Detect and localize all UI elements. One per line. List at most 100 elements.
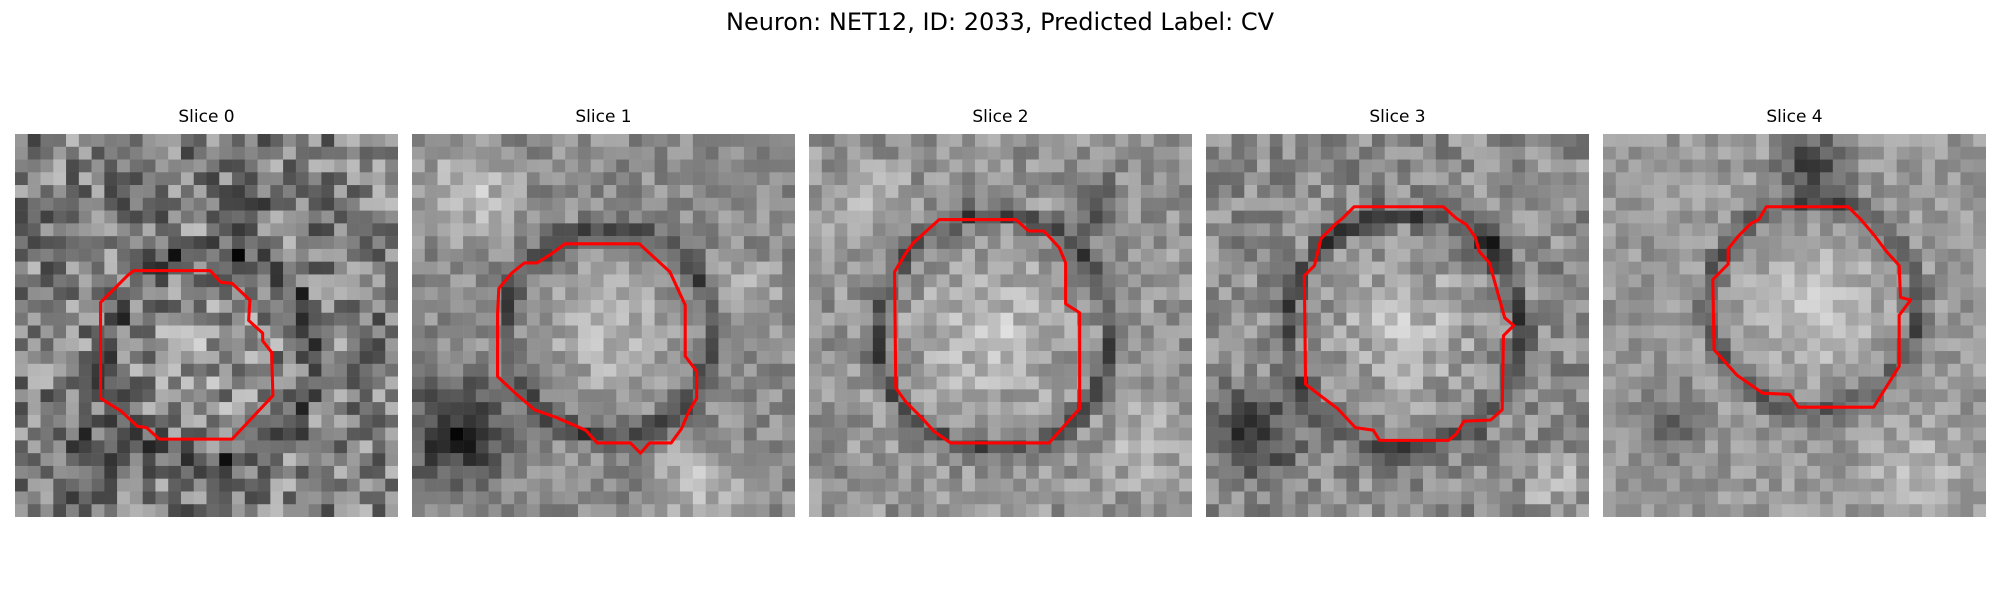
pixel xyxy=(1960,478,1974,492)
pixel xyxy=(117,491,131,505)
pixel xyxy=(1525,402,1539,416)
pixel xyxy=(334,363,348,377)
pixel xyxy=(488,440,502,454)
pixel xyxy=(1576,134,1589,148)
pixel xyxy=(1973,197,1986,211)
pixel xyxy=(949,223,963,237)
pixel xyxy=(1333,453,1347,467)
pixel xyxy=(565,312,579,326)
pixel xyxy=(860,504,874,517)
pixel xyxy=(809,146,823,160)
pixel xyxy=(1384,338,1398,352)
pixel xyxy=(27,491,41,505)
pixel xyxy=(424,338,438,352)
pixel xyxy=(629,402,643,416)
pixel xyxy=(66,465,80,479)
pixel xyxy=(1359,465,1373,479)
pixel xyxy=(1909,389,1923,403)
pixel xyxy=(718,146,732,160)
pixel xyxy=(1871,185,1885,199)
pixel xyxy=(1563,465,1577,479)
pixel xyxy=(488,402,502,416)
pixel xyxy=(180,504,194,517)
pixel xyxy=(629,146,643,160)
pixel xyxy=(1474,261,1488,275)
pixel xyxy=(104,440,118,454)
pixel xyxy=(346,223,360,237)
pixel xyxy=(270,504,284,517)
pixel xyxy=(321,504,335,517)
pixel xyxy=(1051,223,1065,237)
pixel xyxy=(1206,338,1220,352)
pixel xyxy=(1628,338,1642,352)
pixel xyxy=(860,427,874,441)
pixel xyxy=(1615,440,1629,454)
pixel xyxy=(898,274,912,288)
pixel xyxy=(680,185,694,199)
pixel xyxy=(1654,414,1668,428)
pixel xyxy=(1320,312,1334,326)
pixel xyxy=(923,465,937,479)
pixel xyxy=(1705,440,1719,454)
pixel xyxy=(1525,504,1539,517)
pixel xyxy=(526,376,540,390)
pixel xyxy=(654,325,668,339)
pixel xyxy=(1603,338,1617,352)
pixel xyxy=(1179,453,1192,467)
pixel xyxy=(334,465,348,479)
pixel xyxy=(514,351,528,365)
pixel xyxy=(206,134,220,148)
slice-title-2: Slice 2 xyxy=(972,107,1029,127)
pixel xyxy=(91,312,105,326)
pixel xyxy=(1295,210,1309,224)
pixel xyxy=(1115,197,1129,211)
pixel xyxy=(1359,363,1373,377)
pixel xyxy=(1218,287,1232,301)
pixel xyxy=(372,465,386,479)
pixel xyxy=(1781,427,1795,441)
pixel xyxy=(526,465,540,479)
pixel xyxy=(616,197,630,211)
pixel xyxy=(692,299,706,313)
pixel xyxy=(1550,504,1564,517)
pixel xyxy=(1269,146,1283,160)
pixel xyxy=(1038,325,1052,339)
pixel xyxy=(860,338,874,352)
pixel xyxy=(809,210,823,224)
pixel xyxy=(1679,197,1693,211)
pixel xyxy=(40,376,54,390)
pixel xyxy=(1244,453,1258,467)
pixel xyxy=(1410,223,1424,237)
pixel xyxy=(1448,389,1462,403)
pixel xyxy=(424,210,438,224)
pixel xyxy=(1320,478,1334,492)
pixel xyxy=(1179,440,1192,454)
pixel xyxy=(295,299,309,313)
pixel xyxy=(1089,351,1103,365)
pixel xyxy=(1499,210,1513,224)
pixel xyxy=(898,223,912,237)
pixel xyxy=(936,414,950,428)
pixel xyxy=(756,478,770,492)
pixel xyxy=(860,159,874,173)
pixel xyxy=(1973,389,1986,403)
pixel xyxy=(1231,261,1245,275)
pixel xyxy=(1845,312,1859,326)
pixel xyxy=(1371,134,1385,148)
pixel xyxy=(295,478,309,492)
pixel xyxy=(270,312,284,326)
pixel xyxy=(1512,427,1526,441)
pixel xyxy=(616,325,630,339)
pixel xyxy=(782,312,795,326)
pixel xyxy=(1153,389,1167,403)
pixel xyxy=(834,389,848,403)
pixel xyxy=(782,299,795,313)
pixel xyxy=(1960,159,1974,173)
pixel xyxy=(1371,440,1385,454)
pixel xyxy=(949,261,963,275)
pixel xyxy=(641,172,655,186)
pixel xyxy=(539,287,553,301)
pixel xyxy=(974,414,988,428)
pixel xyxy=(603,159,617,173)
pixel xyxy=(1615,210,1629,224)
